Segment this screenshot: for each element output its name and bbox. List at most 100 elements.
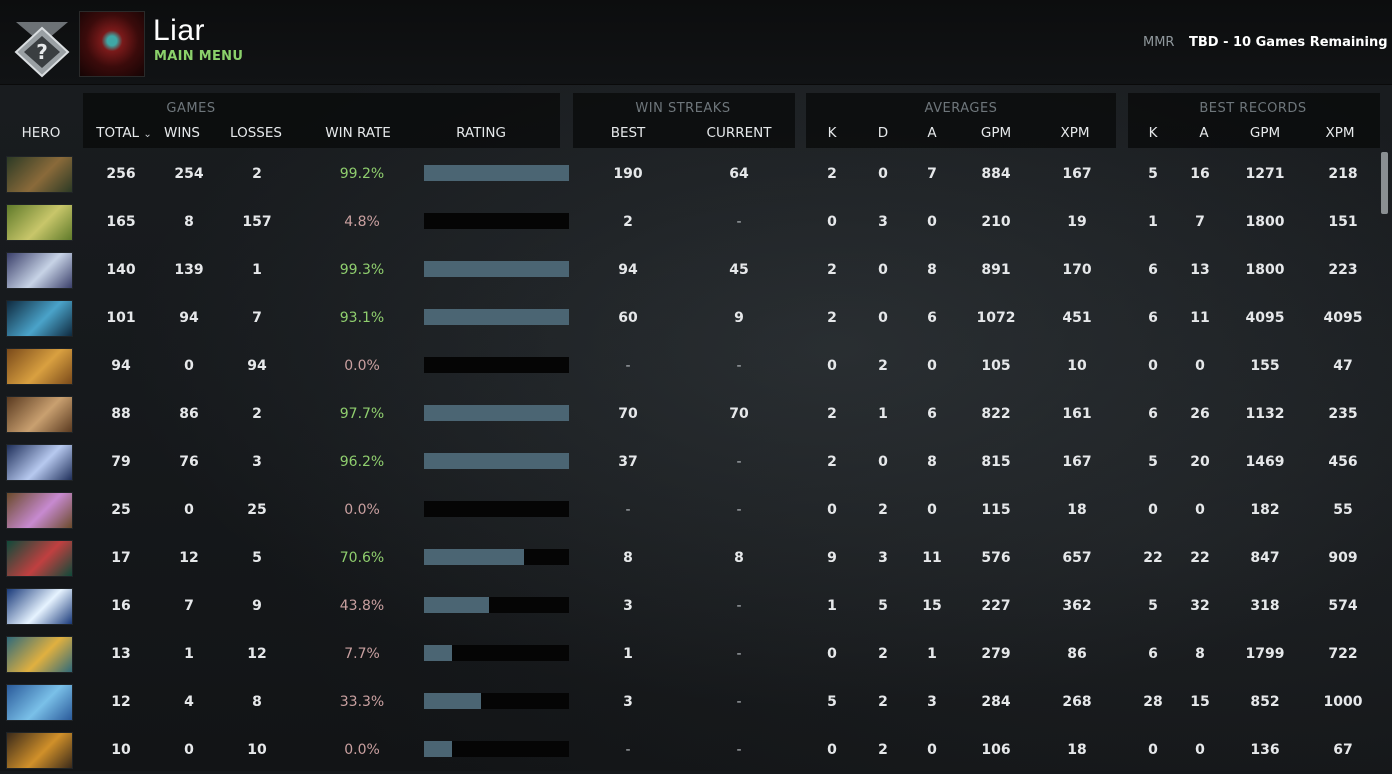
table-row[interactable]: 165 8 157 4.8% 2 - 0 3 0 210 19 1 7 1800 151 [0, 198, 1392, 246]
avg-xpm-cell: 657 [1062, 550, 1092, 566]
best-streak-cell: 8 [623, 550, 633, 566]
avg-gpm-cell: 815 [981, 454, 1011, 470]
table-row[interactable]: 10 0 10 0.0% - - 0 2 0 106 18 0 0 136 67 [0, 726, 1392, 774]
svg-text:?: ? [36, 40, 48, 64]
col-current-streak[interactable]: CURRENT [706, 125, 772, 141]
table-scrollbar[interactable] [1381, 152, 1388, 214]
col-rec-xpm[interactable]: XPM [1325, 125, 1355, 141]
col-avg-xpm[interactable]: XPM [1060, 125, 1090, 141]
rating-bar-fill [424, 405, 569, 421]
win-rate-cell: 33.3% [339, 694, 385, 710]
total-cell: 256 [106, 166, 136, 182]
rating-bar [424, 549, 569, 565]
best-streak-cell: 1 [623, 646, 633, 662]
rating-bar [424, 693, 569, 709]
record-assists-cell: 26 [1190, 406, 1210, 422]
mmr-label: MMR [1143, 35, 1175, 50]
hero-portrait-icon[interactable] [6, 348, 73, 385]
col-rec-gpm[interactable]: GPM [1249, 125, 1281, 141]
col-rating[interactable]: RATING [456, 125, 506, 141]
avg-assists-cell: 8 [927, 262, 937, 278]
record-gpm-cell: 155 [1250, 358, 1280, 374]
hero-portrait-icon[interactable] [6, 204, 73, 241]
avg-gpm-cell: 227 [981, 598, 1011, 614]
avg-assists-cell: 0 [927, 502, 937, 518]
hero-portrait-icon[interactable] [6, 732, 73, 769]
col-rec-a[interactable]: A [1199, 125, 1209, 141]
losses-cell: 7 [252, 310, 262, 326]
table-row[interactable]: 12 4 8 33.3% 3 - 5 2 3 284 268 28 15 852 1000 [0, 678, 1392, 726]
col-avg-gpm[interactable]: GPM [980, 125, 1012, 141]
avg-assists-cell: 3 [927, 694, 937, 710]
col-avg-d[interactable]: D [877, 125, 889, 141]
win-rate-cell: 0.0% [344, 502, 380, 518]
current-streak-cell: 64 [729, 166, 749, 182]
hero-portrait-icon[interactable] [6, 444, 73, 481]
avg-gpm-cell: 891 [981, 262, 1011, 278]
table-row[interactable]: 79 76 3 96.2% 37-2 0 8 815 167 5 20 1469 456 [0, 438, 1392, 486]
hero-portrait-icon[interactable] [6, 684, 73, 721]
rating-bar [424, 597, 569, 613]
record-xpm-cell: 151 [1328, 214, 1358, 230]
record-xpm-cell: 235 [1328, 406, 1358, 422]
avg-kills-cell: 0 [827, 646, 837, 662]
hero-portrait-icon[interactable] [6, 252, 73, 289]
col-hero[interactable]: HERO [21, 125, 61, 141]
hero-portrait-icon[interactable] [6, 492, 73, 529]
hero-portrait-icon[interactable] [6, 156, 73, 193]
avg-gpm-cell: 284 [981, 694, 1011, 710]
table-row[interactable]: 101 94 7 93.1% 60 9 2 0 6 1072 451 6 11 4095 4095 [0, 294, 1392, 342]
col-rec-k[interactable]: K [1148, 125, 1158, 141]
record-assists-cell: 15 [1190, 694, 1210, 710]
avg-kills-cell: 1 [827, 598, 837, 614]
col-total[interactable]: TOTAL ⌄ [96, 125, 152, 141]
wins-cell: 7 [184, 598, 194, 614]
rating-bar [424, 213, 569, 229]
username: Liar [153, 14, 206, 47]
table-row[interactable]: 140 139 1 99.3% 94 45 2 0 8 891 170 6 13 1800 223 [0, 246, 1392, 294]
avg-assists-cell: 0 [927, 214, 937, 230]
best-streak-cell: - [625, 358, 631, 374]
hero-portrait-icon[interactable] [6, 588, 73, 625]
table-row[interactable]: 25 0 25 0.0% - - 0 2 0 115 18 0 0 182 55 [0, 486, 1392, 534]
col-losses[interactable]: LOSSES [230, 125, 282, 141]
table-row[interactable]: 16 7 9 43.8% 3-1 5 15 227 362 5 32 318 574 [0, 582, 1392, 630]
col-best-streak[interactable]: BEST [610, 125, 646, 141]
hero-avatar-icon[interactable] [79, 11, 145, 77]
losses-cell: 8 [252, 694, 262, 710]
table-row[interactable]: 17 12 5 70.6% 8 8 9 3 11 576 657 22 22 847 909 [0, 534, 1392, 582]
col-avg-a[interactable]: A [927, 125, 937, 141]
avg-gpm-cell: 822 [981, 406, 1011, 422]
main-menu-link[interactable]: MAIN MENU [154, 49, 244, 64]
hero-portrait-icon[interactable] [6, 396, 73, 433]
avg-xpm-cell: 19 [1067, 214, 1087, 230]
profile-header: ? Liar MAIN MENU MMR TBD - 10 Games Rema… [0, 0, 1392, 85]
table-row[interactable]: 256 254 2 99.2% 190 64 2 0 7 884 167 5 16 1271 218 [0, 150, 1392, 198]
table-row[interactable]: 13 1 12 7.7% 1 - 0 2 1 279 86 6 8 1799 722 [0, 630, 1392, 678]
table-row[interactable]: 88 86 2 97.7% 70 70 2 1 6 822 161 6 26 1132 235 [0, 390, 1392, 438]
total-cell: 17 [111, 550, 131, 566]
avg-xpm-cell: 10 [1067, 358, 1087, 374]
hero-portrait-icon[interactable] [6, 540, 73, 577]
col-avg-k[interactable]: K [827, 125, 837, 141]
total-cell: 101 [106, 310, 136, 326]
col-win-rate[interactable]: WIN RATE [325, 125, 391, 141]
record-kills-cell: 6 [1148, 310, 1158, 326]
record-kills-cell: 6 [1148, 406, 1158, 422]
avg-xpm-cell: 451 [1062, 310, 1092, 326]
unknown-rank-badge-icon[interactable]: ? [14, 18, 70, 78]
wins-cell: 12 [179, 550, 199, 566]
record-kills-cell: 6 [1148, 262, 1158, 278]
current-streak-cell: 45 [729, 262, 749, 278]
hero-portrait-icon[interactable] [6, 636, 73, 673]
avg-deaths-cell: 0 [878, 310, 888, 326]
avg-gpm-cell: 210 [981, 214, 1011, 230]
record-kills-cell: 5 [1148, 598, 1158, 614]
avg-kills-cell: 0 [827, 502, 837, 518]
avg-assists-cell: 1 [927, 646, 937, 662]
table-row[interactable]: 94 0 94 0.0% - - 0 2 0 105 10 0 0 155 47 [0, 342, 1392, 390]
col-wins[interactable]: WINS [164, 125, 200, 141]
total-cell: 13 [111, 646, 131, 662]
hero-portrait-icon[interactable] [6, 300, 73, 337]
sort-chevron-down-icon: ⌄ [143, 129, 152, 140]
